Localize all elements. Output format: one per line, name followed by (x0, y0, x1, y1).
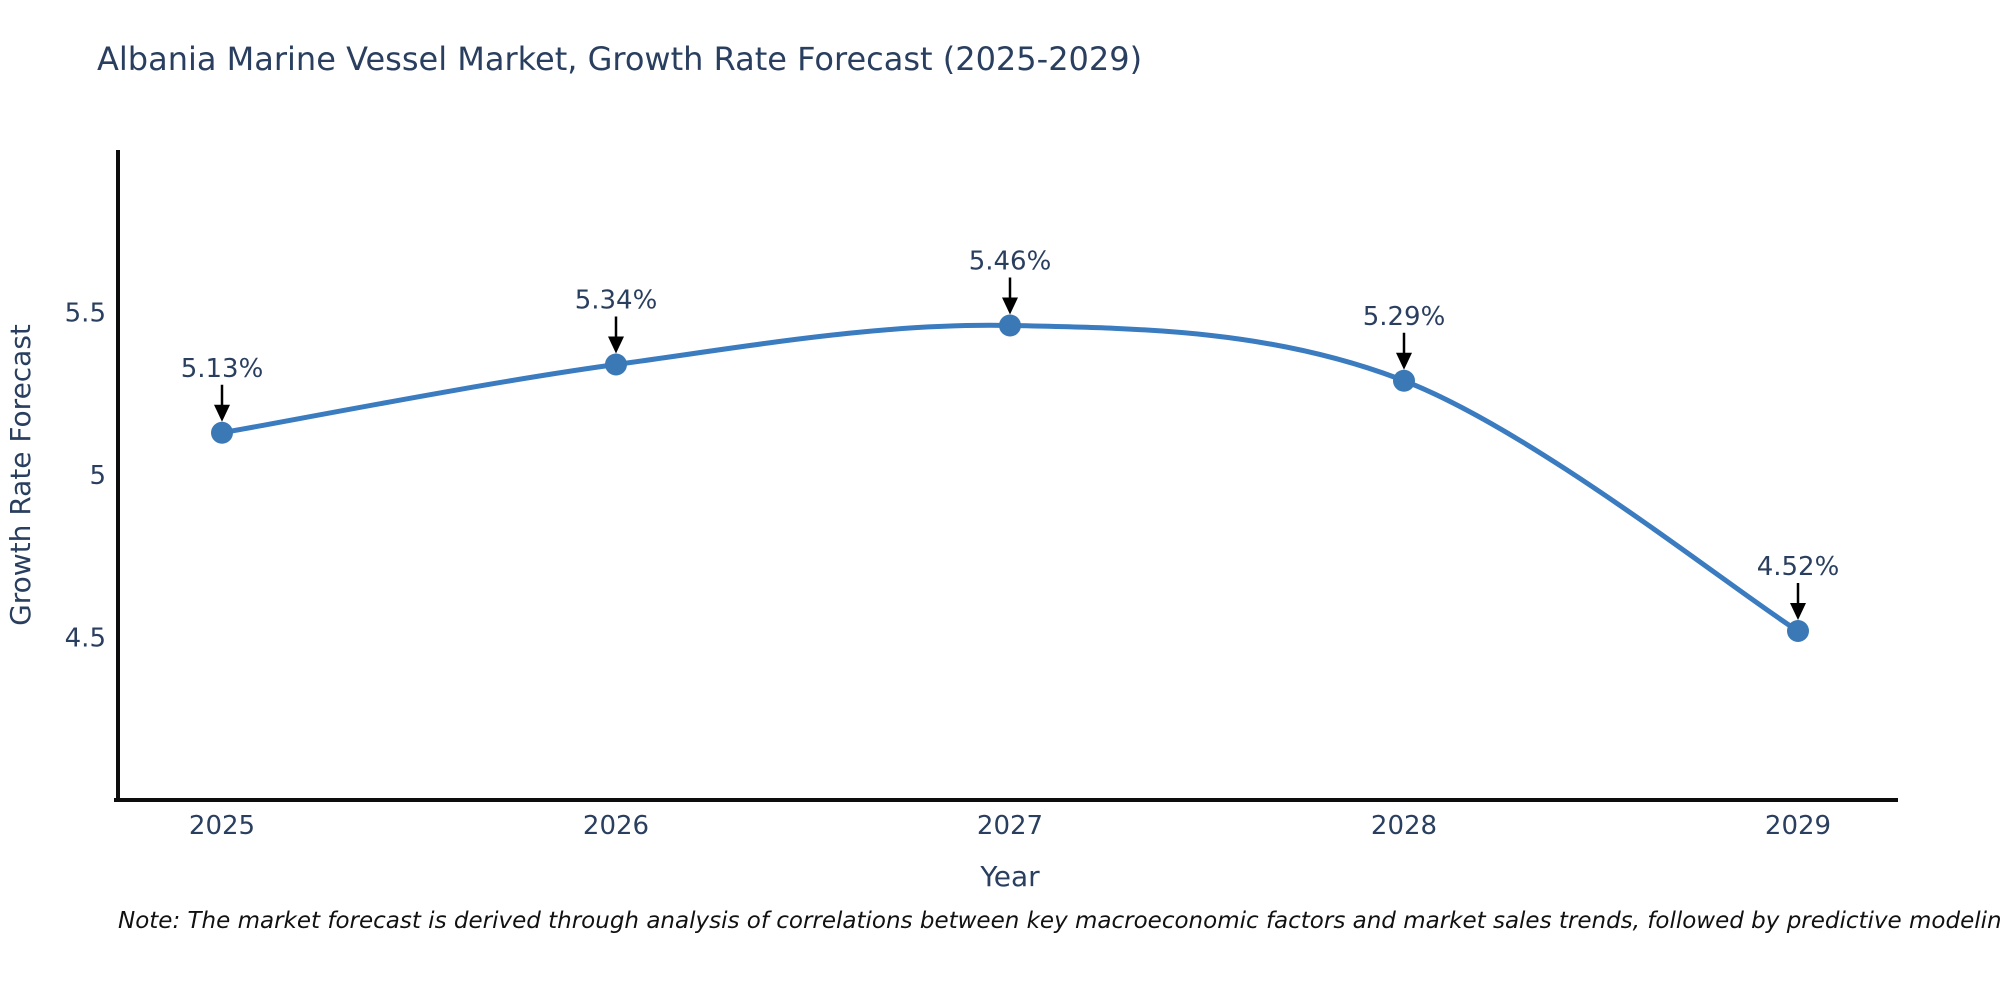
annotation-arrowhead-icon (1396, 352, 1412, 370)
y-axis-title: Growth Rate Forecast (4, 324, 37, 626)
footnote: Note: The market forecast is derived thr… (118, 908, 2000, 934)
data-point-marker (1787, 620, 1809, 642)
data-point-marker (605, 353, 627, 376)
data-point-marker (999, 314, 1021, 337)
annotation-arrowhead-icon (1790, 603, 1806, 620)
data-point-marker (1393, 369, 1415, 392)
x-axis-title: Year (979, 860, 1040, 893)
x-tick-label: 2026 (583, 811, 649, 841)
data-point-marker (211, 421, 233, 444)
point-annotation-label: 5.13% (181, 354, 264, 384)
annotation-arrowhead-icon (214, 404, 230, 422)
x-tick-label: 2027 (977, 811, 1043, 841)
annotation-arrowhead-icon (1002, 297, 1018, 315)
chart-title: Albania Marine Vessel Market, Growth Rat… (97, 40, 1143, 78)
annotation-arrowhead-icon (608, 336, 624, 354)
x-tick-label: 2028 (1371, 811, 1437, 841)
x-tick-label: 2029 (1765, 811, 1831, 841)
point-annotation-label: 5.34% (575, 286, 658, 316)
y-tick-label: 5.5 (65, 299, 106, 329)
y-tick-label: 4.5 (65, 624, 106, 654)
point-annotation-label: 4.52% (1757, 552, 1840, 582)
point-annotation-label: 5.29% (1363, 302, 1446, 332)
point-annotation-label: 5.46% (969, 247, 1052, 277)
x-tick-label: 2025 (189, 811, 255, 841)
chart-line (221, 322, 1800, 634)
y-tick-label: 5 (89, 461, 106, 491)
